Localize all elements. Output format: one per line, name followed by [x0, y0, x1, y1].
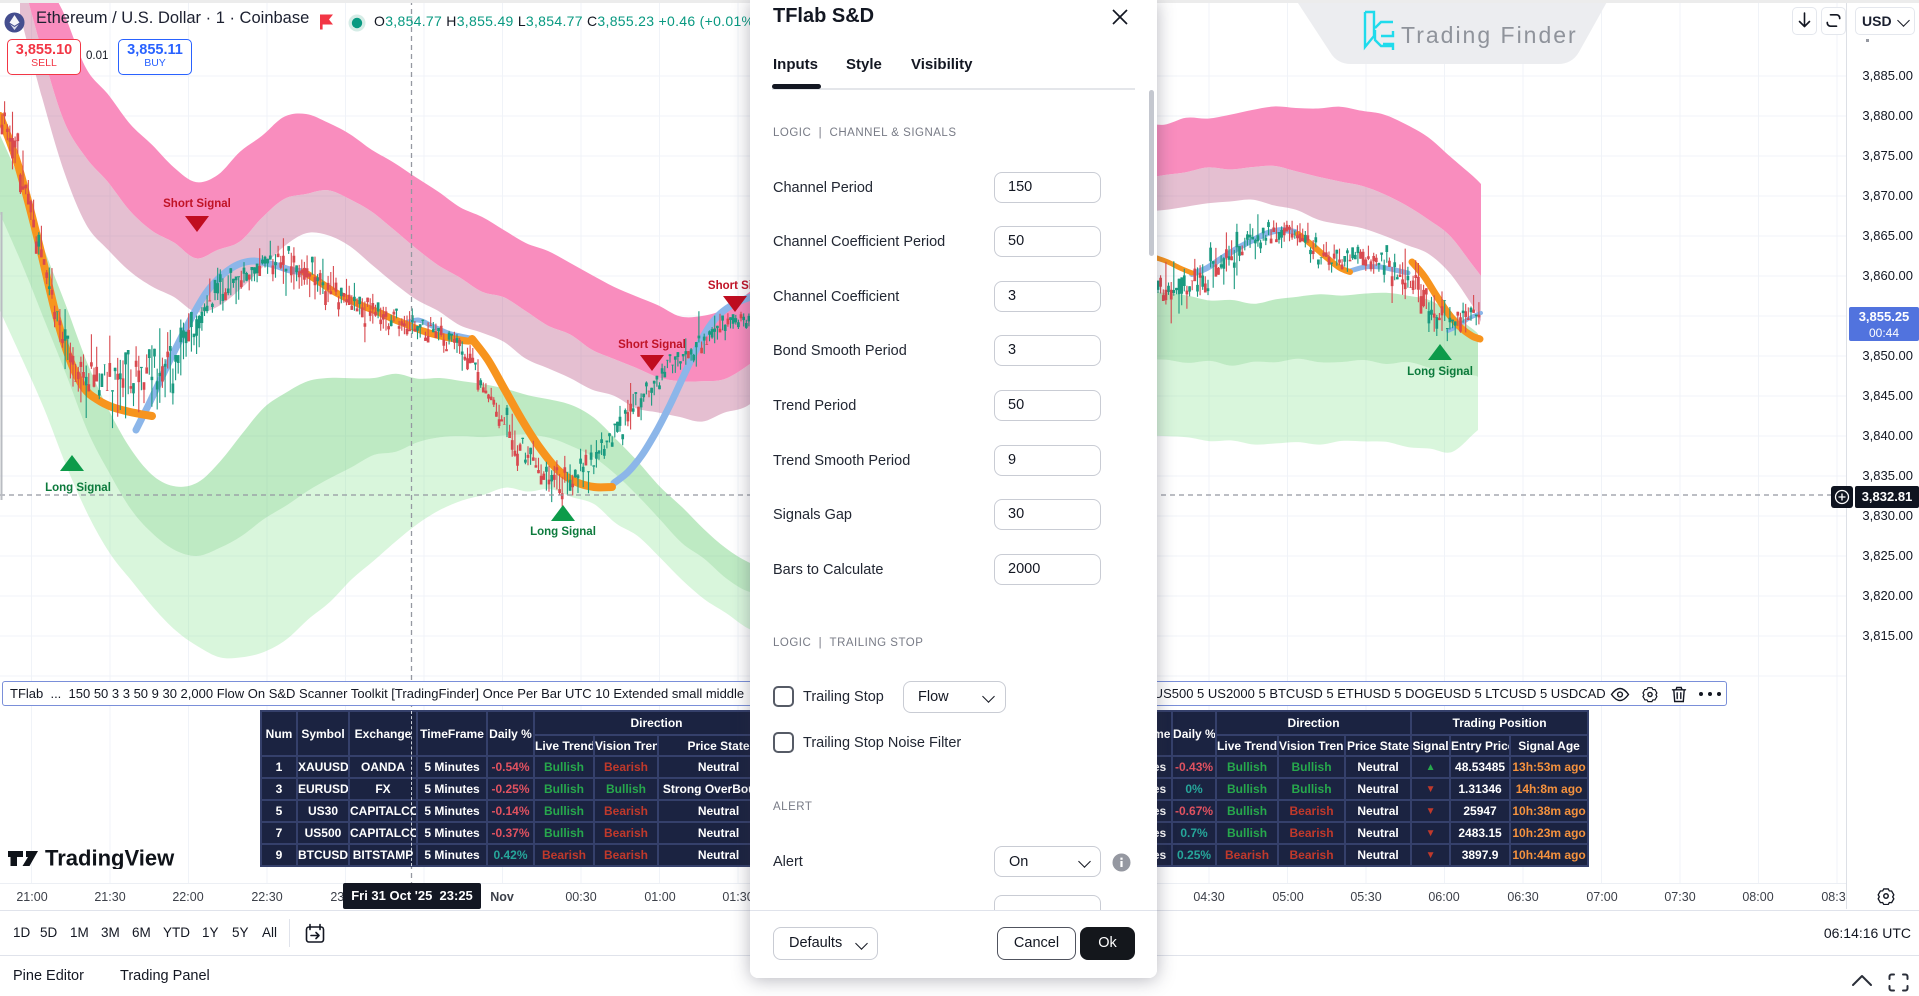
svg-text:Trading Finder: Trading Finder: [1401, 22, 1578, 48]
svg-text:TradingView: TradingView: [45, 849, 175, 869]
svg-text:Long Signal: Long Signal: [1407, 366, 1473, 378]
svg-text:Long Signal: Long Signal: [530, 526, 596, 538]
svg-text:Long Signal: Long Signal: [45, 482, 111, 494]
svg-text:Short Signal: Short Signal: [163, 198, 231, 210]
svg-text:Short Signal: Short Signal: [618, 339, 686, 351]
